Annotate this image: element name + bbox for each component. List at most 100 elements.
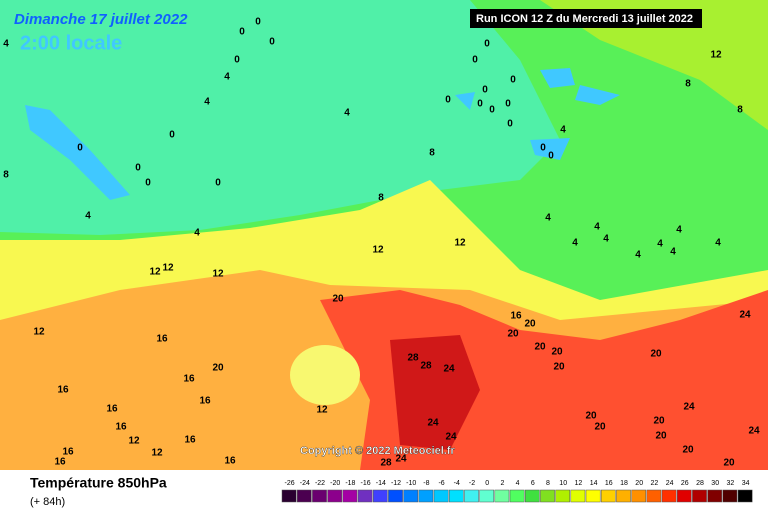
scale-swatch: [692, 489, 707, 503]
scale-label: 4: [516, 480, 520, 487]
contour-label: 20: [594, 422, 606, 433]
scale-label: -26: [285, 480, 295, 487]
contour-label: 4: [344, 108, 350, 119]
lake: [25, 105, 130, 200]
scale-label: 10: [559, 480, 567, 487]
scale-label: 24: [666, 480, 674, 487]
contour-label: 0: [135, 163, 141, 174]
contour-label: 4: [670, 247, 676, 258]
scale-swatch: [327, 489, 343, 503]
contour-label: 8: [429, 148, 435, 159]
contour-label: 4: [715, 238, 721, 249]
run: Run ICON 12 Z du Mercredi 13 juillet 202…: [476, 13, 693, 25]
scale-label: 28: [696, 480, 704, 487]
contour-label: 16: [115, 422, 127, 433]
contour-label: 0: [540, 143, 546, 154]
scale-swatch: [357, 489, 373, 503]
scale-swatch: [661, 489, 677, 503]
scale-label: 32: [727, 480, 735, 487]
scale-swatch: [403, 489, 419, 503]
contour-label: 24: [748, 426, 760, 437]
contour-label: 20: [655, 431, 667, 442]
contour-label: 4: [572, 238, 578, 249]
contour-label: 4: [224, 72, 230, 83]
scale-swatch: [555, 489, 571, 503]
contour-label: 8: [737, 105, 743, 116]
scale-swatch: [296, 489, 312, 503]
contour-label: 4: [3, 39, 9, 50]
scale-label: -10: [406, 480, 416, 487]
contour-label: 0: [77, 143, 83, 154]
contour-label: 20: [507, 329, 519, 340]
scale-swatch: [342, 489, 358, 503]
scale-swatch: [433, 489, 449, 503]
scale-label: 26: [681, 480, 689, 487]
contour-label: 20: [682, 445, 694, 456]
scale-label: 12: [575, 480, 583, 487]
contour-label: 24: [443, 364, 455, 375]
contour-label: 0: [169, 130, 175, 141]
contour-label: 16: [199, 396, 211, 407]
scale-swatch: [722, 489, 738, 503]
contour-label: 0: [510, 75, 516, 86]
scale-swatch: [631, 489, 647, 503]
contour-label: 0: [472, 55, 478, 66]
scale-swatch: [524, 489, 540, 503]
scale-label: 22: [651, 480, 659, 487]
scale-label: 8: [546, 480, 550, 487]
scale-label: -4: [454, 480, 460, 487]
contour-label: 16: [510, 311, 522, 322]
scale-label: 18: [620, 480, 628, 487]
contour-label: 16: [183, 374, 195, 385]
scale-swatch: [585, 489, 601, 503]
scale-label: -12: [391, 480, 401, 487]
scale-swatch: [600, 489, 616, 503]
contour-label: 20: [524, 319, 536, 330]
scale-swatch: [676, 489, 692, 503]
contour-label: 0: [145, 178, 151, 189]
scale-swatch: [540, 489, 555, 503]
contour-label: 16: [184, 435, 196, 446]
scale-swatch: [509, 489, 525, 503]
contour-label: 24: [445, 432, 457, 443]
scale-swatch: [418, 489, 434, 503]
contour-label: 4: [676, 225, 682, 236]
contour-label: 4: [545, 213, 551, 224]
scale-label: 16: [605, 480, 613, 487]
cool-zone: [0, 0, 560, 235]
contour-label: 0: [482, 85, 488, 96]
run-box: [470, 9, 702, 28]
contour-label: 8: [3, 170, 9, 181]
contour-label: 12: [316, 405, 328, 416]
scale-swatch: [737, 489, 753, 503]
contour-label: 4: [635, 250, 641, 261]
contour-label: 0: [548, 151, 554, 162]
contour-label: 12: [212, 269, 224, 280]
contour-label: 8: [378, 193, 384, 204]
scale-swatch: [388, 489, 403, 503]
contour-label: 12: [151, 448, 163, 459]
contour-label: 4: [194, 228, 200, 239]
contour-label: 0: [445, 95, 451, 106]
scale-label: -8: [423, 480, 429, 487]
lake: [455, 68, 620, 160]
contour-label: 28: [407, 353, 419, 364]
contour-label: 4: [204, 97, 210, 108]
contour-label: 20: [534, 342, 546, 353]
scale-label: 30: [711, 480, 719, 487]
contour-label: 0: [489, 105, 495, 116]
footer-title: Température 850hPa: [30, 475, 167, 491]
contour-label: 20: [332, 294, 344, 305]
contour-label: 0: [255, 17, 261, 28]
scale-swatch: [448, 489, 464, 503]
contour-label: 20: [553, 362, 565, 373]
scale-label: 20: [635, 480, 643, 487]
contour-label: 4: [85, 211, 91, 222]
scale-label: -14: [376, 480, 386, 487]
contour-label: 0: [505, 99, 511, 110]
scale-swatch: [479, 489, 495, 503]
scale-label: 14: [590, 480, 598, 487]
warm-zone: [540, 0, 768, 130]
